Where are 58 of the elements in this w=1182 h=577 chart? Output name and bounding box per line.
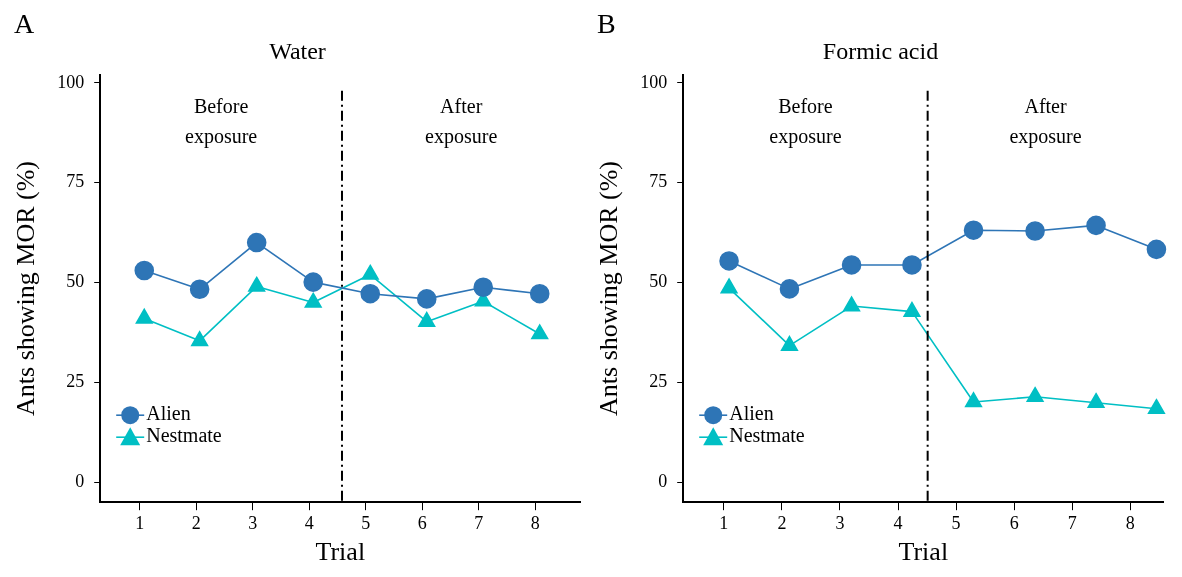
y-tick-label: 75 [66, 171, 85, 192]
y-tick-label: 75 [649, 171, 668, 192]
annotation: Before exposure [185, 94, 258, 148]
y-tick-label: 100 [57, 71, 85, 92]
point [720, 278, 738, 294]
x-tick-label: 6 [417, 512, 427, 533]
point [1146, 239, 1167, 260]
legend-label: Alien [146, 402, 191, 425]
legend-label: Nestmate [146, 424, 222, 447]
chart-title: Formic acid [822, 37, 939, 64]
text: A [14, 8, 35, 40]
y-tick-label: 50 [649, 271, 668, 292]
point [1147, 398, 1166, 415]
x-tick-label: 4 [304, 512, 314, 533]
point [841, 255, 862, 275]
text: B [597, 8, 616, 40]
y-tick-label: 25 [66, 371, 85, 392]
point [779, 279, 800, 299]
y-tick-label: 100 [640, 71, 668, 92]
legend-label: Nestmate [729, 424, 805, 447]
x-tick-label: 3 [248, 512, 258, 533]
x-tick-label: 1 [135, 512, 145, 533]
point [1026, 386, 1044, 403]
y-axis-title: Ants showing MOR (%) [594, 161, 624, 416]
point [780, 335, 799, 351]
legend-label: Alien [729, 402, 774, 425]
x-tick-label: 1 [719, 512, 729, 533]
annotation: After exposure [1009, 94, 1082, 148]
x-tick-label: 8 [530, 512, 540, 533]
x-tick-label: 7 [1067, 512, 1077, 533]
point [903, 301, 921, 317]
point [1025, 221, 1045, 241]
point [964, 392, 983, 408]
y-tick-label: 0 [658, 470, 668, 491]
annotation: After exposure [425, 94, 498, 148]
x-tick-label: 3 [835, 512, 845, 533]
point [719, 251, 739, 271]
chart-title: Water [269, 37, 326, 64]
point [1086, 215, 1106, 236]
x-tick-label: 8 [1125, 512, 1135, 533]
point [963, 220, 984, 240]
y-tick-label: 25 [649, 371, 668, 392]
y-tick-label: 50 [66, 271, 85, 292]
y-axis-title: Ants showing MOR (%) [11, 161, 41, 416]
x-axis-title: Trial [315, 537, 366, 567]
point [1087, 392, 1105, 409]
x-axis-title: Trial [898, 537, 949, 567]
x-tick-label: 2 [777, 512, 787, 533]
x-tick-label: 6 [1009, 512, 1019, 533]
annotation: Before exposure [769, 94, 842, 148]
x-tick-label: 2 [191, 512, 201, 533]
x-tick-label: 5 [361, 512, 371, 533]
point [843, 296, 861, 312]
y-tick-label: 0 [75, 470, 85, 491]
x-tick-label: 5 [951, 512, 961, 533]
x-tick-label: 4 [893, 512, 903, 533]
point [902, 255, 922, 275]
x-tick-label: 7 [474, 512, 484, 533]
